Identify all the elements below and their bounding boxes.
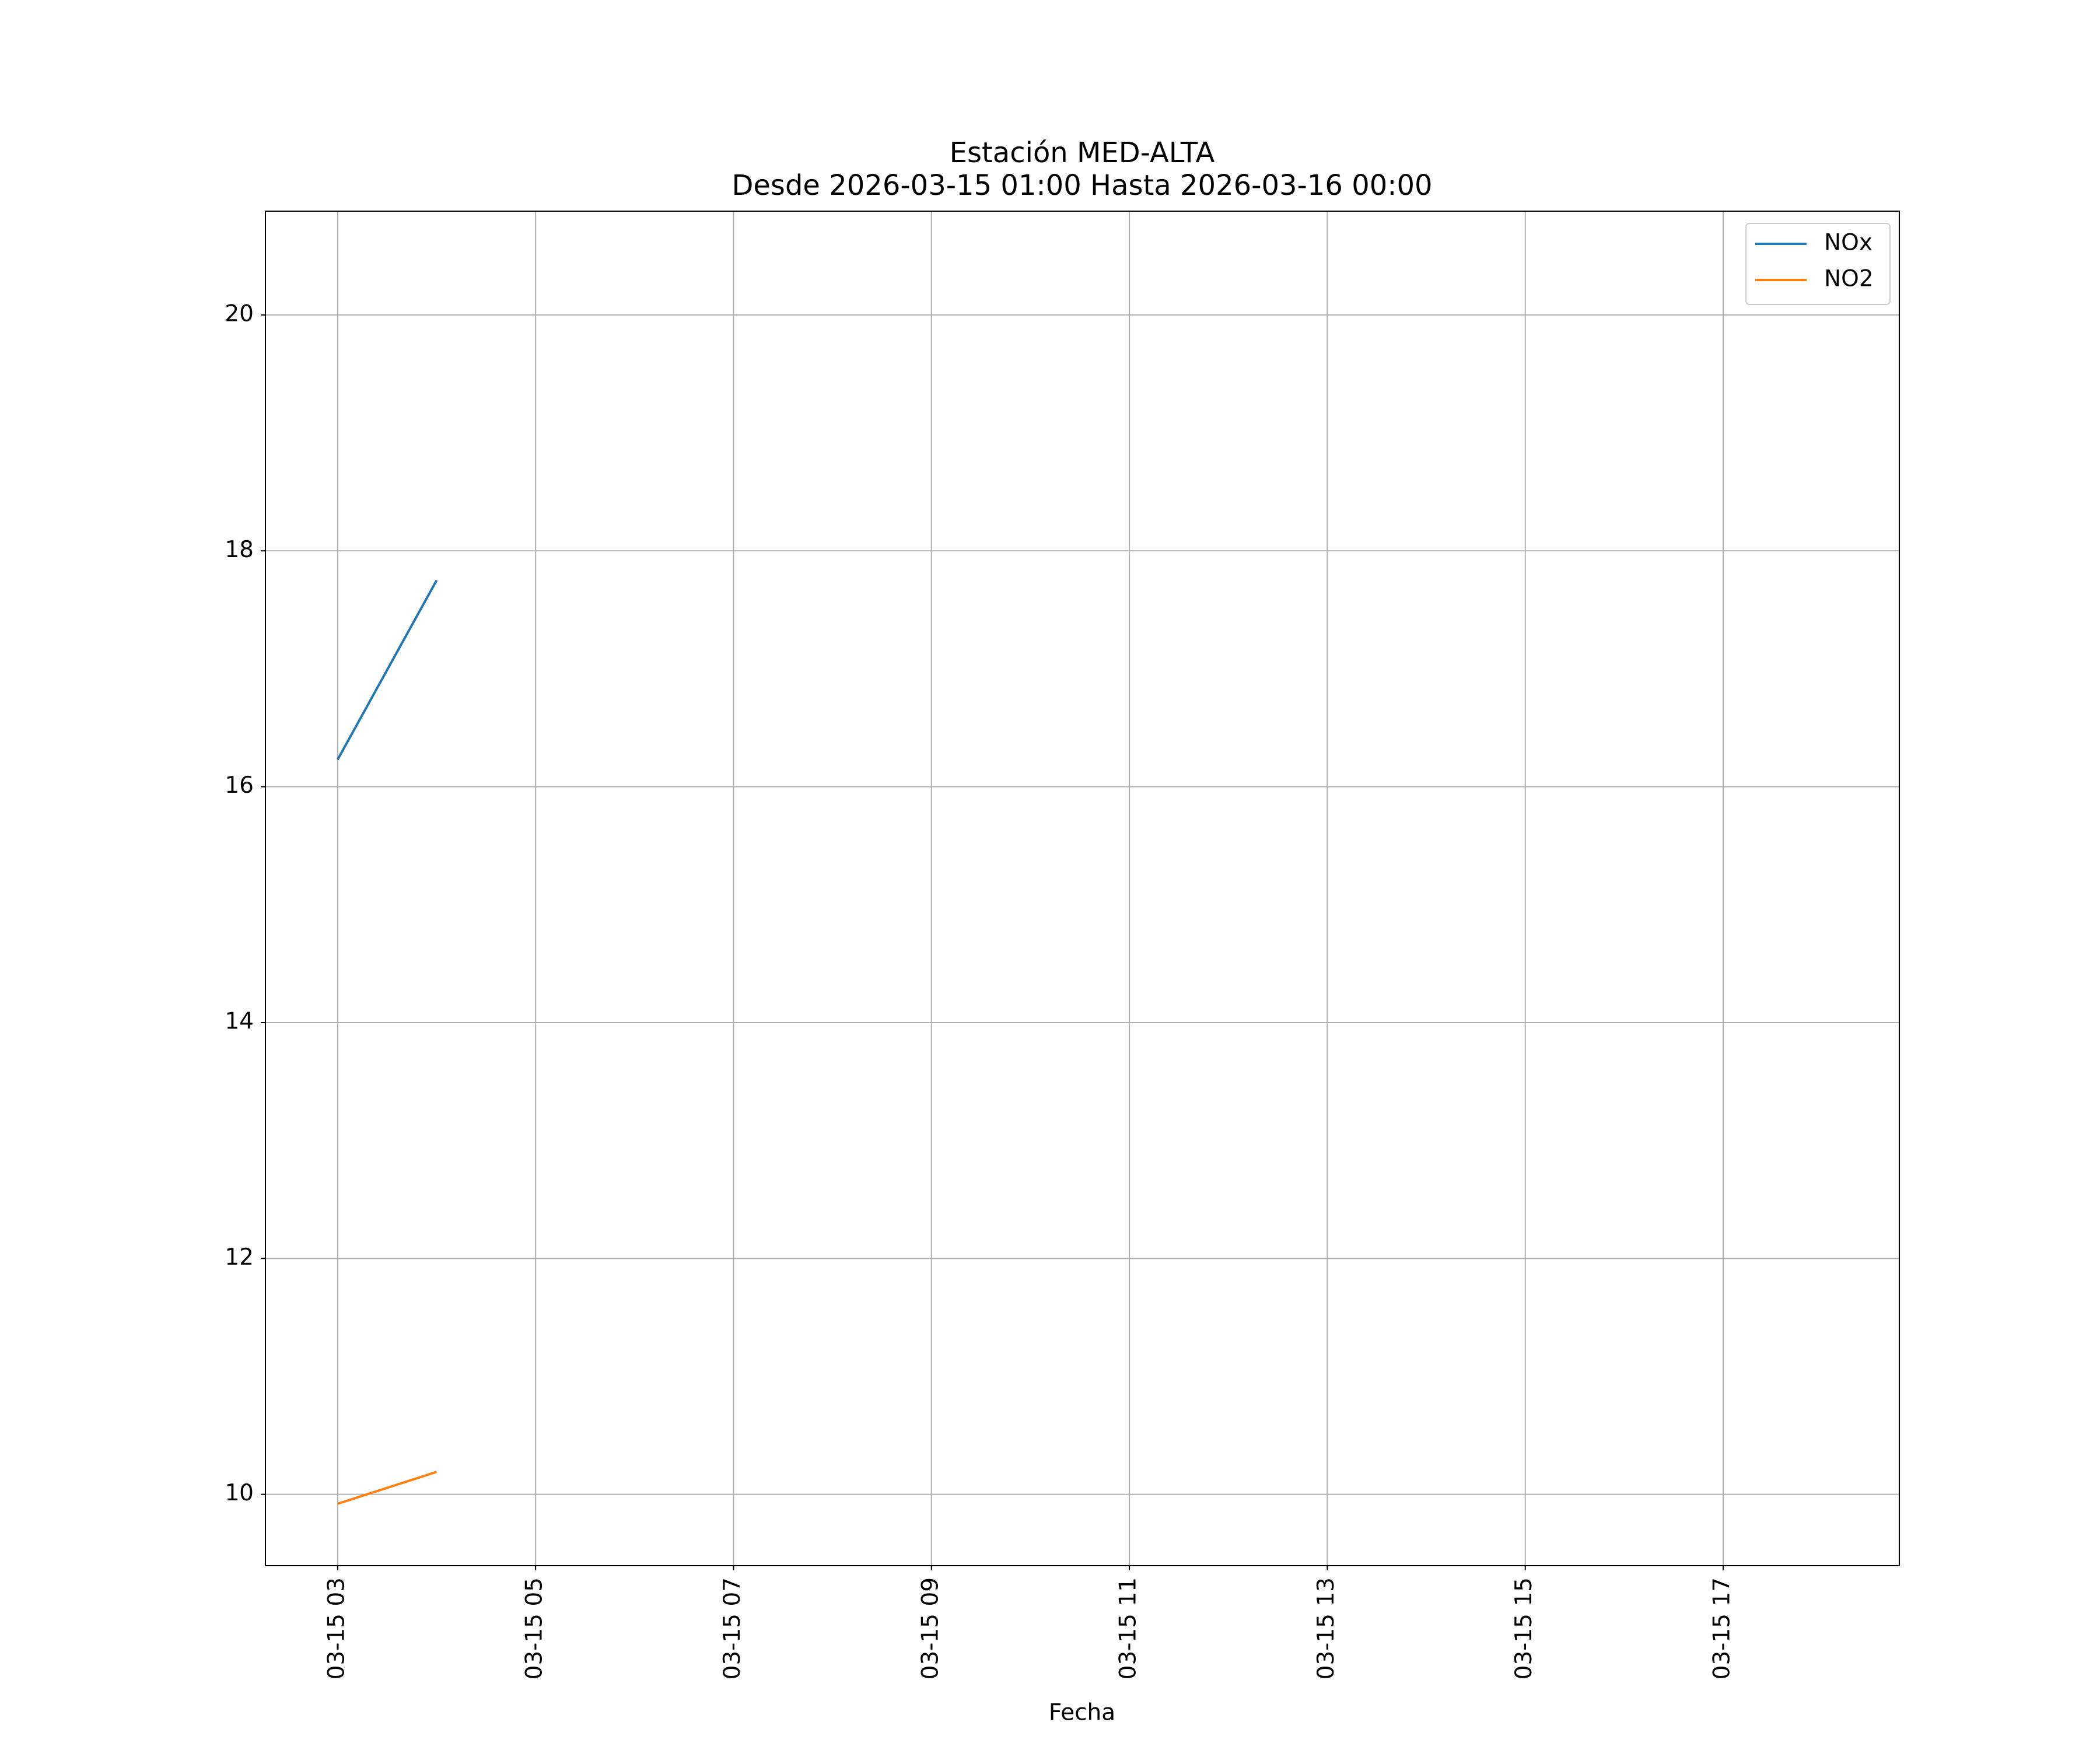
x-tick-label: 03-15 05 [522, 1577, 548, 1679]
x-tick-label: 03-15 09 [917, 1577, 943, 1679]
chart-subtitle: Desde 2026-03-15 01:00 Hasta 2026-03-16 … [732, 169, 1432, 202]
chart-title: Estación MED-ALTA [950, 136, 1215, 169]
data-line [337, 1471, 438, 1505]
plot-frame [265, 211, 1900, 1566]
y-tick-label: 12 [225, 1244, 254, 1270]
x-axis-label: Fecha [1049, 1700, 1115, 1726]
y-tick-label: 10 [225, 1480, 254, 1506]
data-line [337, 579, 438, 761]
y-tick-label: 14 [225, 1008, 254, 1034]
y-tick-label: 20 [225, 300, 254, 327]
y-tick-label: 16 [225, 772, 254, 799]
x-tick-label: 03-15 11 [1115, 1577, 1142, 1679]
x-tick-label: 03-15 03 [323, 1577, 349, 1679]
x-tick-label: 03-15 13 [1313, 1577, 1339, 1679]
x-tick-label: 03-15 15 [1511, 1577, 1537, 1679]
x-tick-label: 03-15 17 [1709, 1577, 1735, 1679]
legend-label: NOx [1824, 230, 1873, 256]
legend-label: NO2 [1824, 266, 1874, 292]
y-tick-label: 18 [225, 537, 254, 563]
x-tick-label: 03-15 07 [719, 1577, 746, 1679]
